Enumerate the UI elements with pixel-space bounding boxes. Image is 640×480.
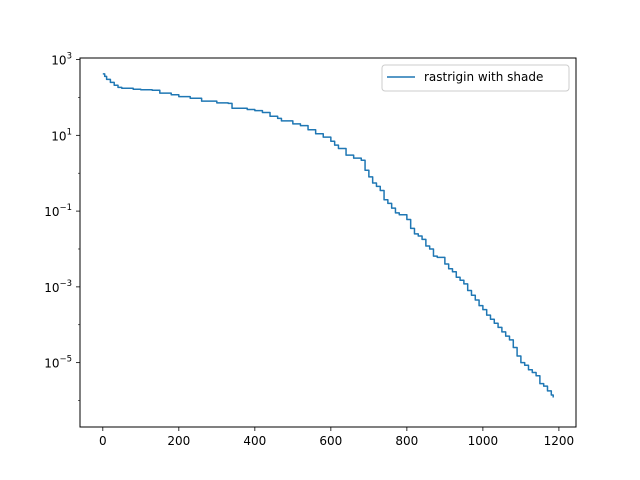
y-tick-label: 10−1 [44,203,72,219]
x-tick-label: 600 [319,434,342,448]
legend: rastrigin with shade [381,64,570,92]
x-tick-label: 200 [167,434,190,448]
y-tick-label: 10−3 [44,279,72,295]
x-tick-label: 800 [395,434,418,448]
x-tick-label: 0 [99,434,107,448]
y-tick-label: 101 [51,127,72,143]
x-tick-label: 1200 [544,434,575,448]
legend-label: rastrigin with shade [424,70,543,84]
series-layer [102,73,554,398]
series-line [102,73,554,398]
x-tick-label: 1000 [468,434,499,448]
y-tick-label: 103 [51,52,72,68]
legend-box [381,64,570,92]
y-tick-label: 10−5 [44,355,72,371]
axes-frame [79,57,577,428]
ticks: 0 200 400 600 800 1000 1200 103 101 10−1 10−3 10−5 [44,52,574,448]
x-tick-label: 400 [243,434,266,448]
